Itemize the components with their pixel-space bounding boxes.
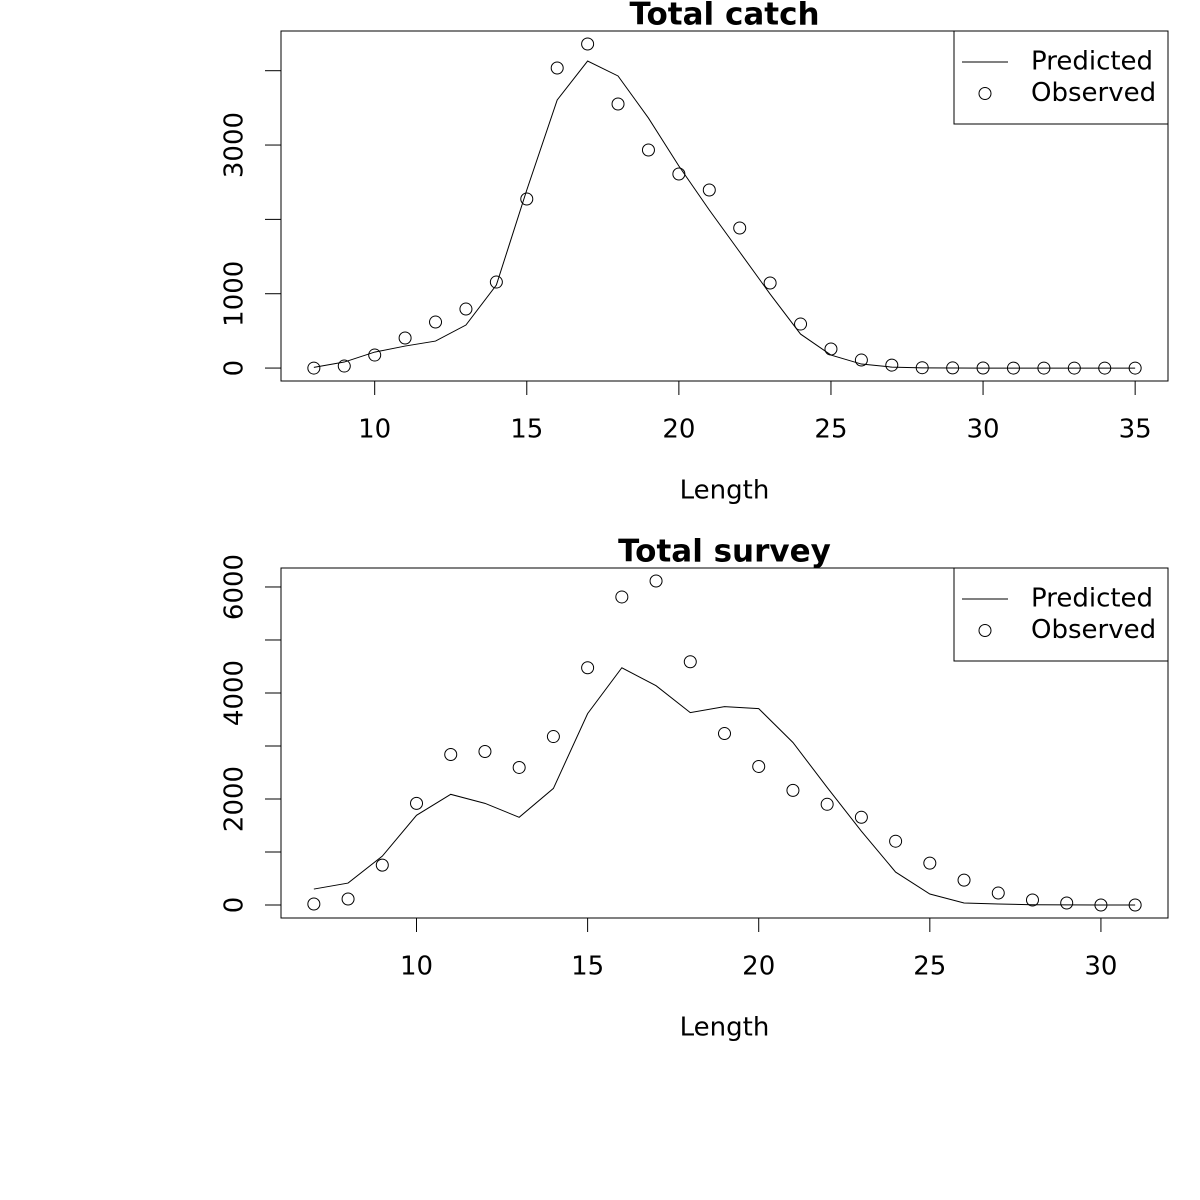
plot-box (280, 30, 1169, 382)
observed-point (786, 783, 800, 797)
observed-point (957, 873, 971, 887)
observed-point (702, 183, 716, 197)
y-tick-label: 6000 (220, 554, 250, 620)
observed-point (1037, 361, 1051, 375)
y-tick-label: 3000 (220, 112, 250, 178)
observed-point (718, 727, 731, 741)
observed-point (923, 856, 937, 870)
y-tick-label: 4000 (220, 660, 250, 726)
observed-point (854, 353, 868, 367)
chart-title: Total catch (629, 0, 819, 33)
legend-label: Observed (1031, 615, 1156, 645)
x-tick-label: 10 (358, 415, 391, 445)
legend-box (953, 567, 1169, 662)
legend-label: Observed (1031, 78, 1156, 108)
y-tick-label: 0 (220, 360, 250, 377)
observed-point (824, 342, 838, 356)
observed-point (581, 37, 595, 51)
observed-point (546, 730, 560, 744)
observed-point (429, 315, 443, 329)
legend-box (953, 30, 1169, 125)
observed-point (520, 192, 534, 206)
observed-point (478, 745, 492, 759)
observed-point (794, 317, 808, 331)
y-tick-label: 2000 (220, 766, 250, 832)
observed-point (1006, 361, 1020, 375)
observed-point (444, 747, 458, 761)
observed-point (410, 796, 424, 810)
legend-label: Predicted (1031, 584, 1153, 614)
observed-point (375, 858, 389, 872)
observed-point (307, 897, 321, 911)
observed-point (581, 661, 595, 675)
y-tick-label: 1000 (220, 261, 250, 327)
legend-symbol (978, 624, 992, 637)
observed-point (976, 361, 990, 375)
observed-point (649, 574, 663, 588)
observed-point (307, 361, 321, 375)
observed-point (398, 331, 412, 345)
plot-box (280, 567, 1169, 919)
observed-point (1128, 898, 1142, 912)
observed-point (1067, 361, 1081, 375)
observed-point (1025, 893, 1039, 907)
observed-point (1128, 361, 1142, 375)
x-tick-label: 25 (814, 415, 847, 445)
observed-point (915, 361, 929, 375)
observed-point (683, 655, 697, 669)
observed-point (763, 276, 777, 290)
observed-point (550, 61, 564, 75)
observed-point (341, 892, 355, 906)
observed-point (489, 275, 503, 289)
x-tick-label: 15 (510, 415, 543, 445)
observed-point (885, 358, 899, 372)
x-tick-label: 30 (1084, 952, 1117, 982)
y-tick-label: 0 (220, 897, 250, 914)
observed-point (615, 590, 629, 604)
observed-point (820, 797, 834, 811)
x-tick-label: 35 (1119, 415, 1152, 445)
chart-title: Total survey (618, 534, 831, 570)
observed-point (368, 348, 382, 362)
x-tick-label: 10 (400, 952, 433, 982)
observed-point (991, 886, 1005, 900)
x-tick-label: 25 (913, 952, 946, 982)
observed-point (854, 810, 868, 824)
observed-point (946, 361, 960, 375)
observed-point (459, 302, 473, 316)
observed-point (733, 221, 747, 235)
x-axis-label: Length (680, 476, 770, 506)
x-axis-label: Length (680, 1013, 770, 1043)
legend-symbol (978, 87, 992, 100)
observed-point (611, 97, 625, 111)
observed-point (752, 759, 766, 773)
x-tick-label: 20 (662, 415, 695, 445)
predicted-line (313, 667, 1136, 906)
observed-point (1060, 896, 1074, 910)
x-tick-label: 20 (742, 952, 775, 982)
observed-point (337, 359, 351, 373)
x-tick-label: 30 (967, 415, 1000, 445)
observed-point (889, 834, 903, 848)
observed-point (1098, 361, 1112, 375)
observed-point (512, 760, 526, 774)
predicted-line (313, 60, 1136, 369)
x-tick-label: 15 (571, 952, 604, 982)
observed-point (1094, 898, 1108, 912)
observed-point (641, 143, 655, 157)
legend-label: Predicted (1031, 47, 1153, 77)
observed-point (672, 167, 686, 181)
